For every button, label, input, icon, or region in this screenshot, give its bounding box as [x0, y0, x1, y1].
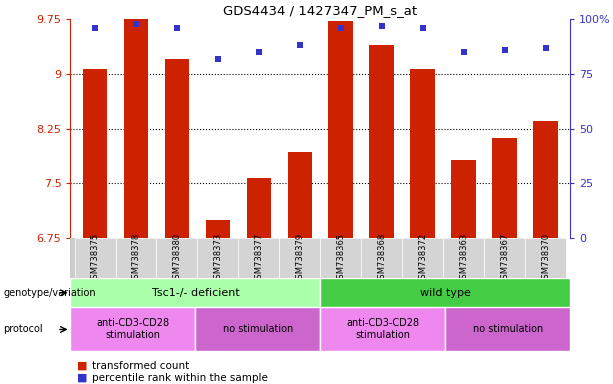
- Text: GSM738370: GSM738370: [541, 233, 550, 284]
- Text: GSM738377: GSM738377: [254, 233, 264, 284]
- Bar: [83, 69, 107, 238]
- Bar: [451, 160, 476, 238]
- Text: GSM738365: GSM738365: [337, 233, 345, 284]
- Bar: [238, 238, 280, 278]
- Bar: [75, 238, 115, 278]
- Bar: [246, 177, 271, 238]
- Bar: [287, 152, 312, 238]
- Bar: [280, 238, 320, 278]
- Text: GSM738379: GSM738379: [295, 233, 304, 284]
- Text: GSM738367: GSM738367: [500, 233, 509, 284]
- Text: GSM738363: GSM738363: [459, 233, 468, 284]
- Point: [254, 49, 264, 55]
- Point: [295, 42, 305, 48]
- Bar: [156, 238, 197, 278]
- Text: ■: ■: [77, 373, 87, 383]
- Point: [377, 23, 387, 29]
- Text: GSM738368: GSM738368: [377, 233, 386, 284]
- Text: wild type: wild type: [420, 288, 471, 298]
- Point: [459, 49, 468, 55]
- Bar: [124, 19, 148, 238]
- Bar: [70, 307, 196, 351]
- Bar: [115, 238, 156, 278]
- Text: protocol: protocol: [3, 324, 43, 334]
- Text: transformed count: transformed count: [92, 361, 189, 371]
- Bar: [197, 238, 238, 278]
- Point: [172, 25, 182, 31]
- Text: ■: ■: [77, 361, 87, 371]
- Text: percentile rank within the sample: percentile rank within the sample: [92, 373, 268, 383]
- Text: GSM738378: GSM738378: [132, 233, 140, 284]
- Text: GSM738373: GSM738373: [213, 233, 223, 284]
- Point: [336, 25, 346, 31]
- Bar: [533, 121, 558, 238]
- Point: [213, 56, 223, 62]
- Text: genotype/variation: genotype/variation: [3, 288, 96, 298]
- Bar: [370, 45, 394, 238]
- Text: no stimulation: no stimulation: [223, 324, 293, 334]
- Point: [131, 20, 141, 26]
- Bar: [320, 307, 445, 351]
- Point: [90, 25, 100, 31]
- Bar: [70, 278, 320, 307]
- Text: no stimulation: no stimulation: [473, 324, 543, 334]
- Bar: [402, 238, 443, 278]
- Bar: [165, 60, 189, 238]
- Bar: [329, 22, 353, 238]
- Title: GDS4434 / 1427347_PM_s_at: GDS4434 / 1427347_PM_s_at: [223, 3, 417, 17]
- Bar: [320, 278, 570, 307]
- Bar: [492, 138, 517, 238]
- Text: GSM738375: GSM738375: [91, 233, 99, 284]
- Bar: [410, 69, 435, 238]
- Text: anti-CD3-CD28
stimulation: anti-CD3-CD28 stimulation: [346, 318, 419, 340]
- Bar: [484, 238, 525, 278]
- Bar: [361, 238, 402, 278]
- Text: GSM738372: GSM738372: [418, 233, 427, 284]
- Bar: [320, 238, 361, 278]
- Bar: [525, 238, 566, 278]
- Point: [418, 25, 428, 31]
- Point: [541, 45, 550, 51]
- Bar: [196, 307, 320, 351]
- Text: anti-CD3-CD28
stimulation: anti-CD3-CD28 stimulation: [96, 318, 170, 340]
- Text: GSM738380: GSM738380: [172, 233, 181, 284]
- Text: Tsc1-/- deficient: Tsc1-/- deficient: [151, 288, 239, 298]
- Bar: [443, 238, 484, 278]
- Bar: [445, 307, 570, 351]
- Bar: [205, 220, 230, 238]
- Point: [500, 47, 509, 53]
